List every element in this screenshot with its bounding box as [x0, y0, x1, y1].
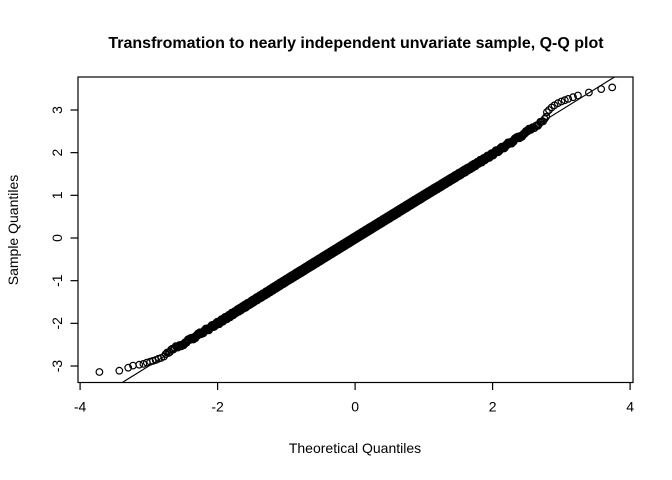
data-point	[608, 83, 617, 92]
x-axis-tick-label: 0	[351, 399, 359, 415]
data-point	[124, 363, 133, 372]
x-axis-title: Theoretical Quantiles	[289, 440, 421, 456]
y-axis-tick-label: -2	[49, 317, 65, 330]
y-axis-tick-label: 1	[49, 191, 65, 199]
data-point	[95, 368, 104, 376]
data-point	[564, 94, 573, 103]
data-point	[574, 91, 582, 100]
x-axis-tick-label: -4	[74, 399, 87, 415]
data-point	[569, 93, 577, 102]
x-axis-tick-label: 4	[626, 399, 634, 415]
data-point	[597, 85, 606, 93]
y-axis-title: Sample Quantiles	[5, 175, 21, 286]
data-point	[543, 108, 551, 116]
data-point	[542, 112, 551, 121]
data-point	[525, 124, 533, 133]
plot-box	[77, 76, 634, 384]
data-point	[557, 97, 566, 106]
data-point	[115, 366, 124, 375]
data-point	[540, 114, 549, 123]
y-axis-tick-label: 3	[49, 106, 65, 114]
x-axis-tick-label: -2	[211, 399, 224, 415]
y-axis-tick-label: 0	[49, 234, 65, 242]
chart-title: Transfromation to nearly independent unv…	[108, 35, 604, 52]
y-axis-tick-label: -3	[49, 360, 65, 373]
y-axis-tick-label: 2	[49, 149, 65, 157]
data-point	[157, 354, 166, 362]
data-point	[139, 360, 148, 368]
x-axis-tick-label: 2	[489, 399, 497, 415]
y-axis-tick-label: -1	[49, 274, 65, 287]
data-point	[585, 88, 593, 97]
x-axis: -4 -2 0 2 4	[74, 382, 634, 415]
data-point	[560, 96, 569, 105]
data-point	[534, 121, 542, 130]
y-axis: -3 -2 -1 0 1 2 3	[49, 106, 78, 372]
qq-points-group	[95, 83, 617, 376]
data-point	[135, 360, 144, 369]
